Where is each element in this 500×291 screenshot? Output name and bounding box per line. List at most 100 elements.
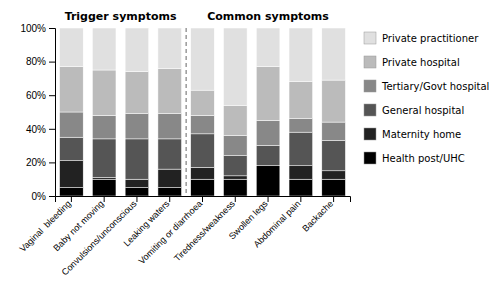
bars [60,28,346,196]
bar-segment [191,115,215,133]
x-tick-label: Vomiting or diarrhoea [137,199,205,267]
bar-segment [60,112,84,137]
x-tick-mark [136,196,137,202]
bar-segment [125,114,149,139]
series [60,132,346,179]
legend-label: Maternity home [382,129,461,140]
legend-item: Tertiary/Govt hospital [364,80,489,92]
series [60,28,346,105]
legend-label: Private practitioner [382,33,479,44]
bar-segment [289,132,313,166]
bar-segment [92,178,116,180]
bar-segment [125,179,149,187]
legend-item: Private practitioner [364,32,479,44]
y-tick-label: 0% [32,191,47,202]
bar-segment [256,67,280,121]
legend-swatch [364,56,376,68]
bar-segment [191,179,215,196]
y-tick-mark [49,129,55,130]
bar-segment [223,28,247,105]
legend-swatch [364,104,376,116]
bar-segment [256,166,280,196]
bar-segment [256,28,280,67]
bar-segment [92,28,116,70]
y-axis: 0% 20% 40% 60% 80% 100% [20,23,55,202]
bar-segment [158,169,182,187]
x-tick-mark [202,196,203,202]
bar-segment [322,122,346,140]
plot: 0%20%40%60%80%100%Vaginal bleedingBaby n… [18,10,351,277]
bar-segment [256,146,280,166]
bar-segment [125,72,149,114]
bar-segment [223,105,247,135]
bar-segment [289,179,313,196]
bar-segment [322,179,346,196]
bar-segment [60,161,84,188]
x-tick-mark [71,196,72,202]
y-tick-mark [49,196,55,197]
bar-segment [191,90,215,115]
x-tick-mark [300,196,301,202]
bar-segment [322,141,346,171]
legend-swatch [364,152,376,164]
bar-segment [60,188,84,196]
bar-segment [191,134,215,168]
y-tick: 100% [20,23,55,34]
x-tick-label: Tiredness/weakness [172,198,237,263]
x-tick-mark [333,196,334,202]
bar-segment [223,179,247,196]
bar-segment [60,67,84,112]
x-tick: Backache [300,196,335,234]
legend-item: General hospital [364,104,464,116]
x-tick-mark [169,196,170,202]
bar-segment [256,120,280,145]
x-tick-mark [268,196,269,202]
bar-segment [322,28,346,80]
bar-segment [92,139,116,178]
legend-item: Health post/UHC [364,152,465,164]
y-tick-mark [49,95,55,96]
legend: Private practitioner Private hospital Tert… [364,32,489,164]
y-tick: 20% [26,157,55,168]
y-tick-mark [49,162,55,163]
y-tick: 80% [26,56,55,67]
legend-item: Maternity home [364,128,461,140]
x-tick: Vomiting or diarrhoea [137,196,205,266]
bar-segment [191,28,215,90]
bar-segment [223,136,247,156]
legend-label: General hospital [382,105,464,116]
y-tick-mark [49,62,55,63]
bar-segment [223,176,247,179]
section-label: Trigger symptoms [65,10,177,23]
section-divider [186,28,187,196]
y-tick: 40% [26,124,55,135]
bar-segment [125,139,149,179]
x-tick-label: Abdominal pain [252,199,303,250]
bar-segment [191,167,215,179]
y-tick-label: 80% [26,56,46,67]
y-tick-label: 20% [26,157,46,168]
legend-swatch [364,128,376,140]
bar-segment [158,28,182,68]
legend-swatch [364,80,376,92]
bar-segment [289,166,313,179]
y-tick-label: 40% [26,124,46,135]
legend-label: Tertiary/Govt hospital [381,81,489,92]
bar-segment [92,70,116,115]
bar-segment [60,28,84,67]
y-tick: 60% [26,90,55,101]
x-tick: Tiredness/weakness [172,196,237,263]
bar-segment [322,80,346,122]
x-tick-mark [104,196,105,202]
x-tick-label: Backache [300,199,335,234]
legend-label: Health post/UHC [382,153,465,164]
bar-segment [289,82,313,119]
chart: 0%20%40%60%80%100%Vaginal bleedingBaby n… [0,0,500,291]
bar-segment [158,68,182,113]
bar-segment [289,28,313,82]
bar-segment [158,114,182,139]
y-tick-label: 60% [26,90,46,101]
legend-label: Private hospital [382,57,460,68]
bar-segment [158,188,182,196]
legend-swatch [364,32,376,44]
